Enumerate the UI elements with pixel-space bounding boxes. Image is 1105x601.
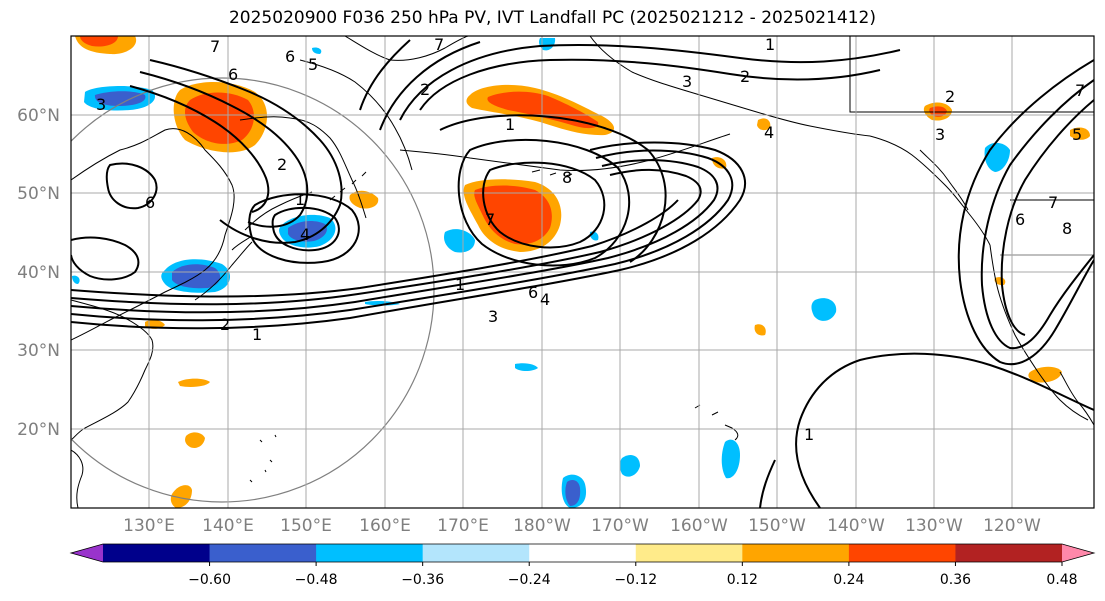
svg-text:2: 2 [740, 67, 750, 86]
svg-text:3: 3 [682, 72, 692, 91]
svg-text:1: 1 [804, 425, 814, 444]
colorbar-segment [209, 544, 317, 562]
svg-text:6: 6 [228, 65, 238, 84]
lon-label-160w: 160°W [670, 516, 728, 536]
colorbar-extend-high [1062, 544, 1094, 562]
lat-label-40: 40°N [17, 263, 60, 283]
colorbar-tick-label: 0.36 [940, 572, 971, 588]
svg-text:7: 7 [210, 37, 220, 56]
colorbar-tick-label: 0.12 [727, 572, 758, 588]
lon-label-170e: 170°E [437, 516, 489, 536]
svg-text:4: 4 [300, 225, 310, 244]
svg-text:8: 8 [1062, 219, 1072, 238]
svg-text:1: 1 [505, 115, 515, 134]
svg-text:6: 6 [285, 47, 295, 66]
colorbar-segment [848, 544, 956, 562]
svg-text:3: 3 [935, 125, 945, 144]
colorbar: −0.60 −0.48 −0.36 −0.24 −0.12 0.12 0.24 0.36 0.4… [69, 543, 1096, 588]
colorbar-extend-low [71, 544, 103, 562]
lon-label-130w: 130°W [905, 516, 963, 536]
svg-text:5: 5 [1072, 125, 1082, 144]
ivt-contours [71, 39, 1094, 508]
svg-text:2: 2 [420, 80, 430, 99]
map-border [70, 35, 1095, 509]
lat-label-20: 20°N [17, 420, 60, 440]
colorbar-tick-label: 0.24 [833, 572, 864, 588]
svg-text:2: 2 [945, 87, 955, 106]
colorbar-tick-label: −0.48 [295, 572, 338, 588]
colorbar-tick-label: −0.60 [188, 572, 231, 588]
svg-text:7: 7 [485, 210, 495, 229]
colorbar-tick-label: 0.48 [1046, 572, 1077, 588]
svg-text:1: 1 [295, 190, 305, 209]
lon-label-180w: 180°W [513, 516, 571, 536]
colorbar-segment [103, 544, 211, 562]
colorbar-segment [742, 544, 850, 562]
longitude-axis: 130°E 140°E 150°E 160°E 170°E 180°W 170°… [123, 516, 1041, 536]
svg-text:7: 7 [1048, 193, 1058, 212]
svg-text:4: 4 [540, 290, 550, 309]
lon-label-130e: 130°E [123, 516, 175, 536]
lon-label-150w: 150°W [748, 516, 806, 536]
gridlines [71, 36, 1094, 508]
lon-label-120w: 120°W [983, 516, 1041, 536]
svg-text:6: 6 [528, 283, 538, 302]
contour-labels: 3 6 2 1 4 2 1 1 3 6 4 1 8 7 1 2 3 4 7 2 … [96, 35, 1085, 444]
colorbar-outline [69, 543, 1096, 563]
lon-label-140w: 140°W [827, 516, 885, 536]
lat-label-60: 60°N [17, 106, 60, 126]
svg-text:4: 4 [764, 123, 774, 142]
lon-label-140e: 140°E [202, 516, 254, 536]
svg-text:6: 6 [145, 193, 155, 212]
colorbar-segment [955, 544, 1063, 562]
map-title: 2025020900 F036 250 hPa PV, IVT Landfall… [228, 8, 876, 28]
colorbar-segment [422, 544, 530, 562]
pos-anomaly-gulf [757, 118, 771, 131]
lon-label-160e: 160°E [359, 516, 411, 536]
svg-text:6: 6 [1015, 210, 1025, 229]
svg-text:1: 1 [252, 325, 262, 344]
svg-text:8: 8 [562, 168, 572, 187]
colorbar-tick-label: −0.24 [508, 572, 551, 588]
lon-label-170w: 170°W [591, 516, 649, 536]
svg-text:2: 2 [220, 315, 230, 334]
svg-text:1: 1 [455, 275, 465, 294]
lat-label-30: 30°N [17, 341, 60, 361]
colorbar-tick-label: −0.12 [614, 572, 657, 588]
colorbar-segment [316, 544, 424, 562]
colorbar-segment [635, 544, 743, 562]
svg-text:1: 1 [765, 35, 775, 54]
svg-text:2: 2 [277, 155, 287, 174]
lat-label-50: 50°N [17, 184, 60, 204]
pos-anomaly-kuril [349, 190, 379, 209]
lon-label-150e: 150°E [280, 516, 332, 536]
svg-text:7: 7 [434, 35, 444, 54]
svg-text:3: 3 [96, 95, 106, 114]
svg-text:3: 3 [488, 307, 498, 326]
colorbar-segment [529, 544, 637, 562]
latitude-axis: 60°N 50°N 40°N 30°N 20°N [17, 106, 60, 440]
svg-text:7: 7 [1075, 81, 1085, 100]
shaded-pv-anomalies [72, 36, 1090, 508]
colorbar-tick-label: −0.36 [401, 572, 444, 588]
svg-text:5: 5 [308, 55, 318, 74]
